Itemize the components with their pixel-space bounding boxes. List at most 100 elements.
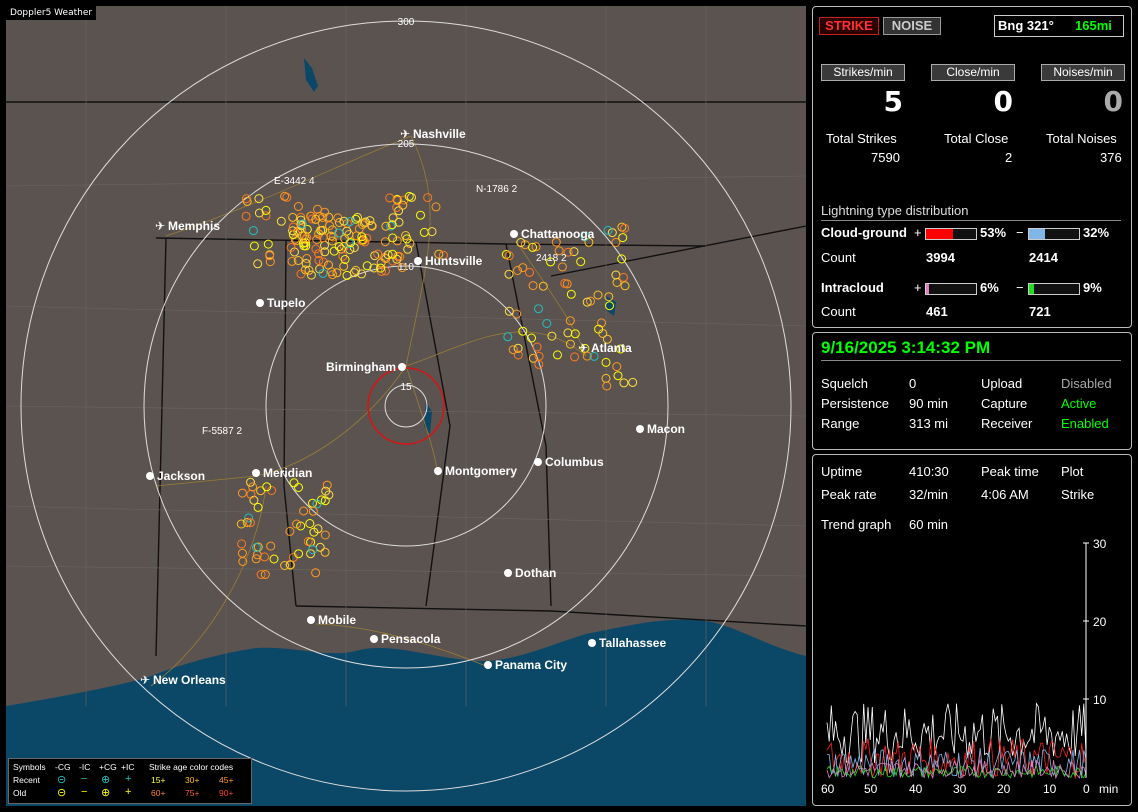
datetime: 9/16/2025 3:14:32 PM — [821, 338, 991, 357]
strike-marker — [263, 239, 273, 249]
cg-pos-bar — [925, 228, 977, 240]
strike-marker — [320, 547, 330, 557]
bearing-value: Bng 321° — [998, 18, 1054, 33]
strike-marker — [580, 231, 590, 241]
strike-marker — [357, 232, 367, 242]
strike-marker — [260, 570, 270, 579]
strike-marker — [613, 371, 623, 381]
strike-marker — [351, 214, 361, 224]
strike-marker — [312, 499, 322, 509]
noise-button[interactable]: NOISE — [883, 17, 941, 35]
strike-marker — [303, 536, 313, 546]
strike-stats-panel: STRIKE NOISE Bng 321° 165mi Strikes/min … — [812, 6, 1132, 328]
strike-marker — [265, 257, 275, 267]
strike-marker — [576, 257, 586, 267]
strike-marker — [296, 521, 306, 531]
strike-marker — [333, 213, 343, 223]
age-75: 75+ — [185, 788, 200, 798]
strike-marker — [241, 211, 251, 221]
strike-button[interactable]: STRIKE — [819, 17, 879, 35]
strike-marker — [246, 477, 255, 487]
strike-marker — [392, 236, 402, 246]
strike-marker — [289, 478, 299, 488]
strike-marker — [249, 495, 259, 505]
city-dot-icon — [534, 458, 542, 466]
x-tick: 50 — [864, 782, 878, 796]
age-30: 30+ — [185, 775, 200, 785]
strike-marker — [313, 524, 323, 534]
ic-minus-sign: − — [1016, 280, 1024, 295]
strike-marker — [306, 549, 316, 559]
ic-pos-pct: 6% — [980, 280, 999, 295]
strike-marker — [311, 214, 321, 224]
strike-marker — [503, 332, 513, 342]
strike-marker — [518, 263, 528, 273]
uptime-label: Uptime — [821, 464, 863, 479]
legend-col: +CG — [99, 762, 117, 772]
strike-marker — [362, 261, 372, 271]
lightning-map[interactable]: 300 205 110 15 ✈ Nashville ✈ Memphis Chattan… — [6, 6, 806, 806]
strike-marker — [290, 234, 300, 244]
strike-marker — [294, 549, 304, 559]
legend-col: +IC — [121, 762, 135, 772]
plot-value[interactable]: Strike — [1061, 487, 1095, 502]
old-pos-cg-icon: ⊕ — [101, 787, 111, 799]
strike-marker — [285, 526, 295, 536]
lake — [424, 402, 432, 434]
strike-marker — [377, 267, 386, 276]
range-rings — [20, 20, 792, 792]
strike-marker — [617, 254, 627, 264]
strike-marker — [293, 202, 303, 211]
noises-min-label: Noises/min — [1041, 64, 1125, 81]
strike-marker — [504, 306, 514, 316]
strike-marker — [248, 482, 258, 492]
strike-marker — [251, 554, 261, 564]
range-value: 313 mi — [909, 416, 949, 431]
strike-marker — [393, 251, 403, 261]
receiver-label: Receiver — [981, 416, 1033, 431]
strike-marker — [611, 237, 621, 247]
strike-marker — [345, 239, 354, 248]
strike-marker — [388, 249, 397, 259]
strike-marker — [403, 244, 413, 254]
strike-marker — [320, 207, 330, 217]
age-90: 90+ — [219, 788, 234, 798]
strike-marker — [397, 263, 407, 273]
strike-marker — [553, 350, 562, 360]
city-label: Chattanooga — [521, 227, 595, 241]
city-label: Jackson — [157, 469, 205, 483]
symbol-legend: Symbols -CG -IC +CG +IC Strike age color… — [8, 758, 252, 804]
persistence-value: 90 min — [909, 396, 949, 411]
strike-marker — [518, 326, 528, 336]
ic-neg-count: 721 — [1029, 304, 1051, 319]
strike-marker — [602, 334, 612, 344]
strike-marker — [286, 243, 296, 252]
city-dot-icon — [484, 661, 492, 669]
strike-marker — [308, 506, 318, 516]
divider — [821, 220, 1121, 221]
strike-marker — [340, 255, 350, 264]
strike-marker — [589, 351, 599, 361]
close-range-ring — [367, 367, 445, 445]
old-neg-cg-icon: ⊝ — [57, 787, 67, 799]
strike-marker — [339, 261, 349, 271]
strike-marker — [345, 245, 355, 255]
strike-marker — [438, 250, 448, 260]
strike-marker — [318, 268, 328, 278]
city-label: Atlanta — [591, 341, 632, 355]
strike-marker — [619, 378, 629, 388]
strike-marker — [582, 297, 592, 307]
city-dot-icon — [146, 472, 154, 480]
strike-marker — [266, 541, 276, 551]
receiver-value: Enabled — [1061, 416, 1109, 431]
strike-marker — [619, 272, 628, 282]
strike-marker — [563, 247, 573, 257]
strike-marker — [528, 242, 538, 252]
strike-marker — [365, 216, 375, 226]
strike-marker — [253, 502, 263, 512]
recent-neg-ic-icon: − — [81, 773, 88, 785]
strike-marker — [288, 226, 298, 236]
cg-count-label: Count — [821, 250, 856, 265]
city-label: Meridian — [263, 466, 312, 480]
strike-marker — [342, 270, 352, 280]
